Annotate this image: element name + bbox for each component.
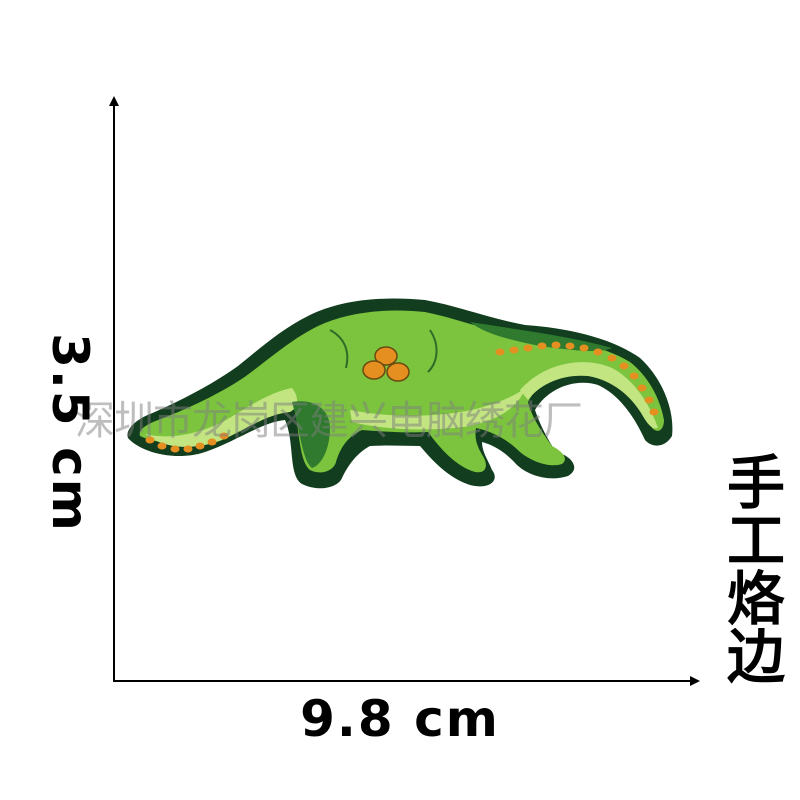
- patch-dot: [170, 445, 180, 453]
- patch-highlight-belly: [350, 388, 525, 430]
- patch-dot: [551, 341, 561, 349]
- patch-spots: [145, 341, 659, 453]
- patch-shadow-leg: [292, 401, 330, 468]
- patch-dot: [509, 346, 519, 354]
- patch-dot: [195, 442, 205, 450]
- patch-dot: [629, 372, 639, 380]
- height-dimension-label: 3.5 cm: [10, 318, 130, 548]
- patch-dot: [219, 432, 229, 440]
- patch-dot: [644, 396, 654, 404]
- patch-dot: [537, 342, 547, 350]
- patch-dot: [157, 442, 167, 450]
- patch-dot: [607, 354, 617, 362]
- patch-dot: [593, 348, 603, 356]
- patch-highlight-neck: [145, 388, 298, 447]
- patch-highlight-tail: [520, 362, 658, 429]
- patch-large-spot: [386, 362, 410, 382]
- patch-stitch-line: [329, 329, 438, 373]
- patch-dot: [619, 362, 629, 370]
- dinosaur-patch: [127, 298, 673, 489]
- height-dimension-text: 3.5 cm: [41, 333, 100, 533]
- width-dimension-label: 9.8 cm: [300, 690, 500, 748]
- patch-dot: [145, 436, 155, 444]
- patch-dot: [207, 438, 217, 446]
- patch-dot: [649, 408, 659, 416]
- patch-large-spot: [374, 346, 398, 366]
- patch-dot: [565, 342, 575, 350]
- patch-large-spot: [362, 360, 386, 380]
- patch-body: [139, 310, 665, 473]
- patch-dot: [579, 344, 589, 352]
- patch-dot: [523, 344, 533, 352]
- handmade-edge-note: 手工烙边: [717, 452, 785, 684]
- patch-shadow-back: [470, 322, 612, 352]
- patch-dot: [183, 445, 193, 453]
- patch-dot: [637, 384, 647, 392]
- watermark-text: 深圳市龙岗区建兴电脑绣花厂: [75, 398, 583, 444]
- patch-dot: [495, 348, 505, 356]
